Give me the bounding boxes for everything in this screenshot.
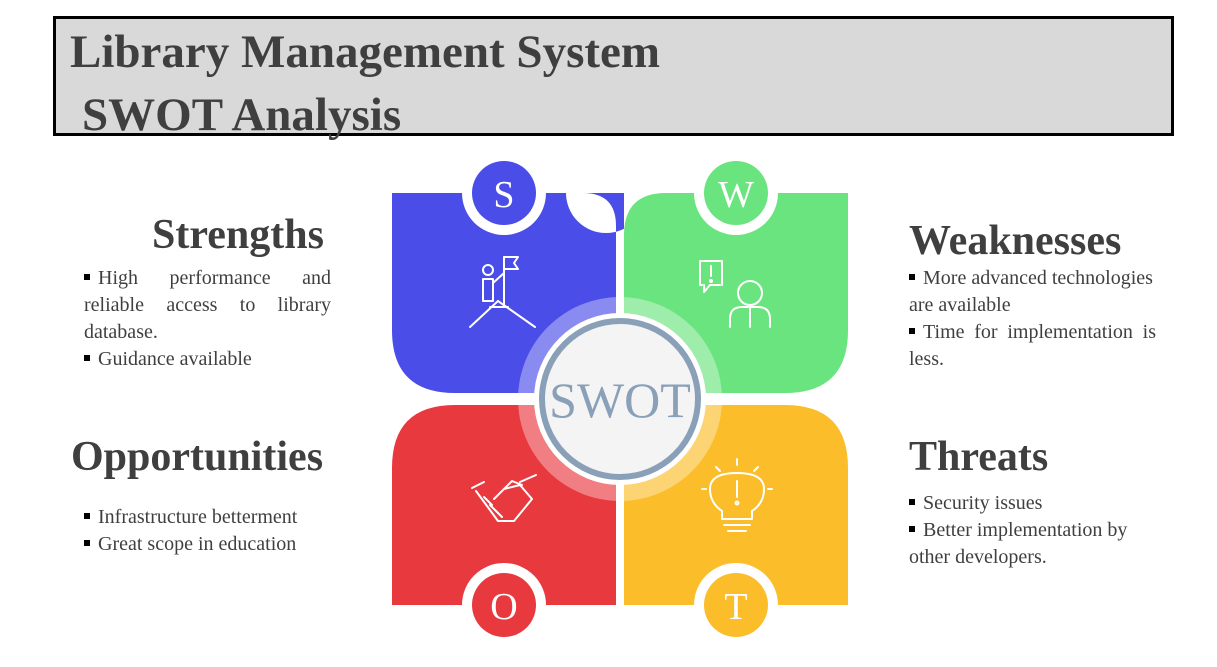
title-line-2: SWOT Analysis [82, 89, 402, 141]
center-swot-circle: SWOT [518, 297, 722, 501]
weaknesses-bullet-2: Time for implementation is less. [909, 321, 1156, 370]
opportunities-bullets: Infrastructure betterment Great scope in… [84, 504, 344, 558]
person-alert-icon [699, 260, 771, 328]
opportunities-bullet-1: Infrastructure betterment [84, 504, 344, 531]
threats-bullets: Security issues Better implementation by… [909, 490, 1159, 571]
svg-text:O: O [490, 586, 517, 628]
threats-bullet-1: Security issues [909, 490, 1159, 517]
handshake-icon [471, 474, 537, 522]
weaknesses-bullet-1: More advanced technologies are available [909, 267, 1153, 316]
svg-text:S: S [493, 174, 514, 216]
opportunities-bullet-2: Great scope in education [84, 531, 344, 558]
letter-circle-o: O [462, 563, 546, 645]
letter-circle-s: S [462, 155, 546, 235]
title-banner: Library Management System SWOT Analysis [53, 16, 1174, 141]
opportunities-heading: Opportunities [71, 434, 324, 480]
letter-circle-t: T [694, 563, 778, 645]
center-label: SWOT [549, 372, 691, 428]
title-line-1: Library Management System [70, 26, 661, 78]
strengths-bullet-2: Guidance available [84, 346, 331, 373]
threats-heading: Threats [909, 434, 1049, 480]
flag-summit-icon [469, 256, 536, 328]
weaknesses-bullets: More advanced technologies are available… [909, 265, 1156, 373]
swot-diagram: S W O T SWOT [392, 155, 848, 645]
letter-circle-w: W [694, 155, 778, 235]
strengths-bullet-1: High performance and reliable access to … [84, 267, 331, 343]
lightbulb-alert-icon [701, 458, 773, 532]
strengths-heading: Strengths [152, 212, 324, 258]
threats-bullet-2: Better implementation by other developer… [909, 519, 1128, 568]
svg-text:W: W [718, 174, 754, 216]
svg-text:T: T [724, 586, 747, 628]
strengths-bullets: High performance and reliable access to … [84, 265, 331, 373]
weaknesses-heading: Weaknesses [909, 218, 1122, 264]
